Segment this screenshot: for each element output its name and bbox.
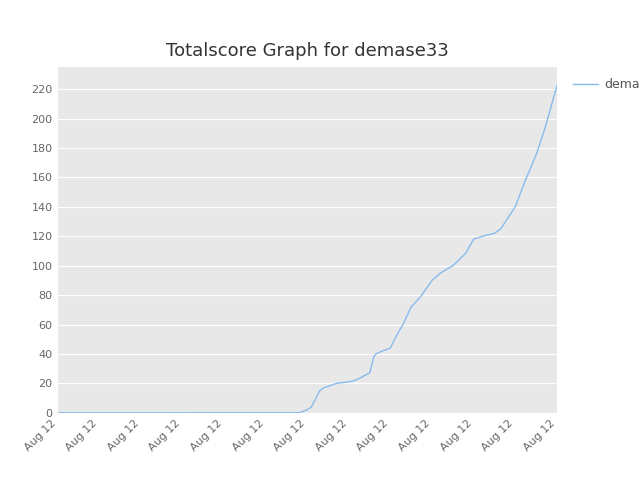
demase33 [447, 264, 454, 270]
demase33 [79, 410, 87, 416]
demase33 [284, 410, 291, 416]
demase33 [54, 410, 61, 416]
demase33 [296, 409, 304, 415]
Title: Totalscore Graph for demase33: Totalscore Graph for demase33 [166, 42, 449, 60]
demase33 [538, 134, 546, 140]
Legend: demase33: demase33 [568, 73, 640, 96]
demase33 [553, 84, 561, 89]
demase33 [538, 133, 546, 139]
Line: demase33: demase33 [58, 86, 557, 413]
